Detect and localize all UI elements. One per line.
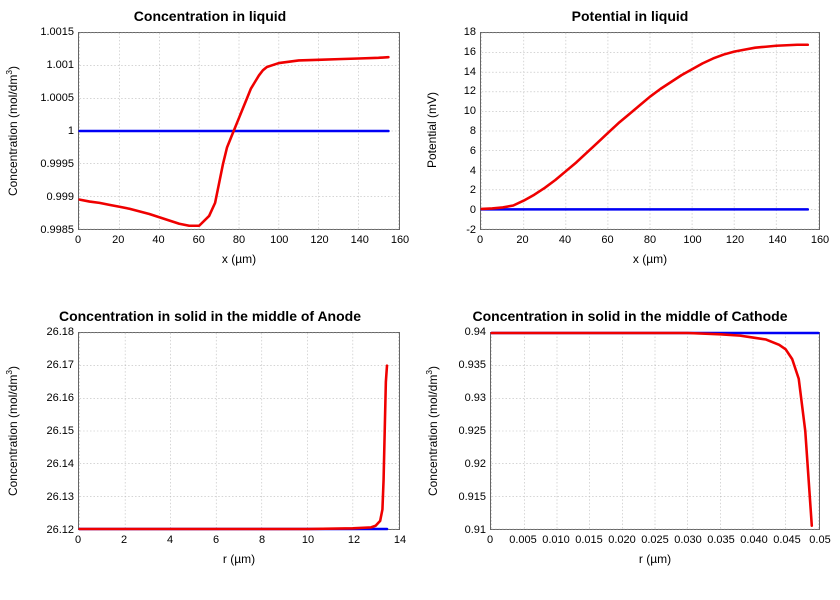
ytick-label: 18 — [464, 26, 476, 38]
ytick-label: 4 — [470, 165, 476, 177]
ytick-label: 0.91 — [465, 524, 486, 536]
panel-title: Concentration in liquid — [0, 8, 420, 24]
ytick-label: 26.14 — [46, 458, 74, 470]
ytick-label: 26.12 — [46, 524, 74, 536]
ytick-label: 0.915 — [458, 491, 486, 503]
xtick-label: 160 — [811, 234, 829, 246]
xtick-label: 14 — [394, 534, 406, 546]
panel-conc_anode: Concentration in solid in the middle of … — [0, 300, 420, 600]
xtick-label: 160 — [391, 234, 409, 246]
plot-area — [490, 332, 820, 530]
ytick-label: 1.0015 — [40, 26, 74, 38]
plot-area — [78, 332, 400, 530]
xtick-label: 120 — [310, 234, 328, 246]
ytick-label: 1.0005 — [40, 92, 74, 104]
xtick-label: 20 — [112, 234, 124, 246]
xtick-label: 0 — [477, 234, 483, 246]
ytick-label: 26.16 — [46, 392, 74, 404]
series-red — [482, 45, 808, 209]
ytick-label: 0.935 — [458, 359, 486, 371]
y-axis-label: Concentration (mol/dm3) — [4, 32, 20, 230]
ytick-label: 0.925 — [458, 425, 486, 437]
panel-potential: Potential in liquid020406080100120140160… — [420, 0, 840, 300]
ytick-label: 0.92 — [465, 458, 486, 470]
ytick-label: 10 — [464, 105, 476, 117]
ytick-label: 6 — [470, 145, 476, 157]
xtick-label: 0.035 — [707, 534, 735, 546]
series-red — [492, 333, 812, 526]
ytick-label: 0.9995 — [40, 158, 74, 170]
ytick-label: 26.18 — [46, 326, 74, 338]
y-axis-label: Concentration (mol/dm3) — [4, 332, 20, 530]
ytick-label: 0.93 — [465, 392, 486, 404]
xtick-label: 40 — [152, 234, 164, 246]
ytick-label: 0.94 — [465, 326, 486, 338]
ytick-label: 26.13 — [46, 491, 74, 503]
ytick-label: 26.17 — [46, 359, 74, 371]
ytick-label: 0.999 — [46, 191, 74, 203]
xtick-label: 0.015 — [575, 534, 603, 546]
ytick-label: 8 — [470, 125, 476, 137]
ytick-label: 26.15 — [46, 425, 74, 437]
xtick-label: 0.020 — [608, 534, 636, 546]
xtick-label: 100 — [683, 234, 701, 246]
panel-title: Concentration in solid in the middle of … — [420, 308, 840, 324]
panel-title: Potential in liquid — [420, 8, 840, 24]
xtick-label: 0 — [75, 534, 81, 546]
ytick-label: 12 — [464, 85, 476, 97]
xtick-label: 140 — [768, 234, 786, 246]
xtick-label: 100 — [270, 234, 288, 246]
ytick-label: 0 — [470, 204, 476, 216]
series-red — [80, 57, 389, 226]
series-red — [80, 366, 387, 529]
ytick-label: 0.9985 — [40, 224, 74, 236]
xtick-label: 120 — [726, 234, 744, 246]
xtick-label: 0.045 — [773, 534, 801, 546]
xtick-label: 0.05 — [809, 534, 830, 546]
xtick-label: 20 — [516, 234, 528, 246]
xtick-label: 0.005 — [509, 534, 537, 546]
ytick-label: 16 — [464, 46, 476, 58]
plot-area — [480, 32, 820, 230]
xtick-label: 60 — [601, 234, 613, 246]
xtick-label: 0.010 — [542, 534, 570, 546]
xtick-label: 0.025 — [641, 534, 669, 546]
panel-conc_liquid: Concentration in liquid 0 20 40 60 80 100 120 14… — [0, 0, 420, 300]
xtick-label: 40 — [559, 234, 571, 246]
xtick-label: 140 — [351, 234, 369, 246]
plot-area — [78, 32, 400, 230]
x-axis-label: r (µm) — [78, 552, 400, 566]
ytick-label: 1.001 — [46, 59, 74, 71]
y-axis-label: Potential (mV) — [425, 31, 439, 229]
xtick-label: 0.040 — [740, 534, 768, 546]
xtick-label: 6 — [213, 534, 219, 546]
ytick-label: -2 — [466, 224, 476, 236]
xtick-label: 80 — [233, 234, 245, 246]
xtick-label: 10 — [302, 534, 314, 546]
y-axis-label: Concentration (mol/dm3) — [424, 332, 440, 530]
xtick-label: 8 — [259, 534, 265, 546]
xtick-label: 60 — [193, 234, 205, 246]
ytick-label: 14 — [464, 66, 476, 78]
xtick-label: 4 — [167, 534, 173, 546]
xtick-label: 80 — [644, 234, 656, 246]
xtick-label: 0 — [487, 534, 493, 546]
xtick-label: 0 — [75, 234, 81, 246]
xtick-label: 12 — [348, 534, 360, 546]
x-axis-label: x (µm) — [78, 252, 400, 266]
panel-conc_cathode: Concentration in solid in the middle of … — [420, 300, 840, 600]
ytick-label: 2 — [470, 184, 476, 196]
panel-title: Concentration in solid in the middle of … — [0, 308, 420, 324]
x-axis-label: r (µm) — [490, 552, 820, 566]
xtick-label: 2 — [121, 534, 127, 546]
xtick-label: 0.030 — [674, 534, 702, 546]
ytick-label: 1 — [68, 125, 74, 137]
x-axis-label: x (µm) — [480, 252, 820, 266]
